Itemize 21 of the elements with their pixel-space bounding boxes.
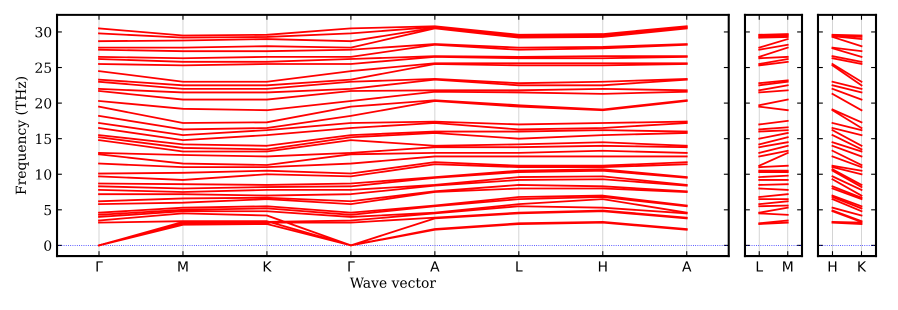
- x-tick-label: A: [430, 261, 440, 272]
- x-axis-title: Wave vector: [350, 278, 436, 288]
- x-tick-label: H: [598, 261, 607, 272]
- y-tick-label: 0: [44, 240, 52, 251]
- x-tick-label: K: [858, 261, 866, 272]
- x-tick-label: L: [756, 261, 764, 272]
- y-tick-label: 10: [36, 169, 52, 180]
- x-tick-label: Γ: [348, 261, 355, 272]
- y-tick-label: 30: [36, 26, 52, 38]
- y-tick-label: 20: [35, 98, 52, 109]
- x-tick-label: A: [682, 261, 692, 272]
- x-tick-label: M: [783, 261, 792, 272]
- x-tick-label: Γ: [96, 261, 103, 272]
- y-axis-title: Frequency (THz): [15, 77, 29, 194]
- x-tick-label: L: [516, 261, 523, 272]
- x-tick-label: K: [264, 261, 272, 272]
- y-tick-label: 15: [36, 134, 52, 144]
- x-tick-label: M: [178, 261, 188, 272]
- y-tick-label: 25: [35, 62, 52, 73]
- x-tick-label: H: [828, 261, 836, 272]
- y-tick-label: 5: [44, 204, 52, 216]
